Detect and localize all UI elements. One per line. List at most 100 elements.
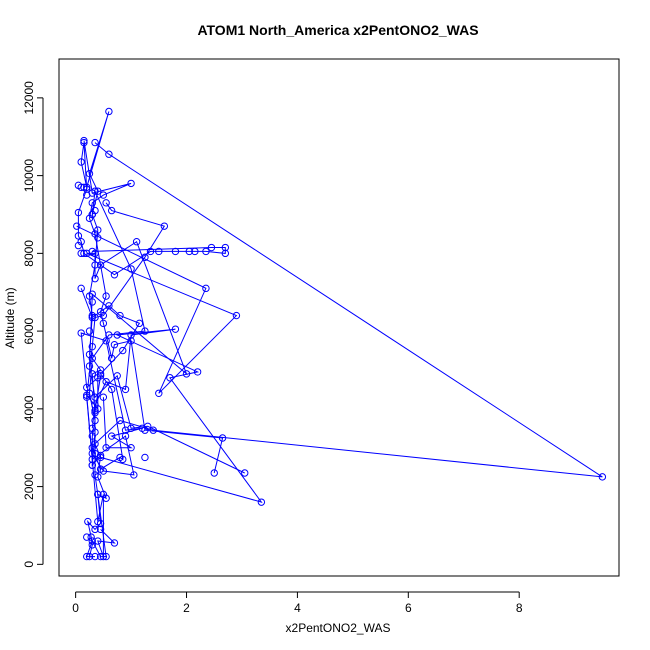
plot-area-frame xyxy=(58,58,620,577)
data-point xyxy=(127,337,135,345)
data-point xyxy=(80,138,88,147)
data-point xyxy=(83,183,91,191)
data-point xyxy=(130,471,138,479)
data-point xyxy=(85,169,94,178)
data-point xyxy=(91,416,99,425)
data-point xyxy=(77,249,85,258)
data-point xyxy=(127,179,135,188)
y-tick-label: 0 xyxy=(22,561,36,568)
data-point xyxy=(91,393,99,401)
data-point xyxy=(107,206,116,215)
data-point xyxy=(102,552,110,561)
data-point xyxy=(94,537,102,545)
data-point xyxy=(74,208,83,217)
data-point xyxy=(127,331,135,339)
series-lines xyxy=(76,111,603,558)
data-point xyxy=(85,552,94,561)
data-point xyxy=(598,473,607,481)
data-point xyxy=(91,249,99,258)
series-line xyxy=(91,142,603,503)
data-point xyxy=(83,249,91,258)
data-point xyxy=(102,337,110,345)
x-axis-label: x2PentONO2_WAS xyxy=(286,621,391,635)
data-point xyxy=(96,372,105,380)
data-point xyxy=(80,183,88,191)
y-tick-label: 4000 xyxy=(22,395,36,422)
data-point xyxy=(88,342,96,351)
data-point xyxy=(121,426,130,434)
data-point xyxy=(116,311,124,320)
data-point xyxy=(102,377,110,386)
data-point xyxy=(116,416,124,425)
data-point xyxy=(116,453,124,462)
data-point xyxy=(88,354,96,363)
data-point xyxy=(87,533,95,541)
x-tick-label: 6 xyxy=(405,601,412,615)
data-point xyxy=(88,449,96,458)
y-axis: 0 2000 4000 6000 8000 10000 12000 xyxy=(22,81,44,568)
data-point xyxy=(94,517,102,526)
data-point xyxy=(88,313,96,322)
data-point xyxy=(91,552,99,561)
y-tick-label: 12000 xyxy=(22,81,36,115)
data-point xyxy=(141,253,149,261)
x-tick-label: 4 xyxy=(294,601,301,615)
y-tick-label: 8000 xyxy=(22,240,36,267)
data-point xyxy=(221,243,230,252)
data-point xyxy=(171,325,180,333)
data-point xyxy=(193,368,202,376)
data-point xyxy=(96,552,105,561)
data-point xyxy=(88,432,96,440)
data-point xyxy=(149,426,157,434)
y-tick-label: 6000 xyxy=(22,317,36,344)
data-point xyxy=(241,469,249,477)
data-point xyxy=(99,393,108,401)
series-line xyxy=(83,140,224,474)
data-point xyxy=(74,241,83,250)
data-point xyxy=(171,247,180,256)
data-point xyxy=(102,199,110,207)
series-line xyxy=(88,189,146,466)
data-point xyxy=(84,517,92,526)
data-point xyxy=(99,311,108,320)
x-tick-label: 8 xyxy=(516,601,523,615)
data-point xyxy=(105,302,113,310)
data-point xyxy=(105,150,113,158)
data-point xyxy=(80,136,88,145)
series-line xyxy=(77,111,226,557)
data-point xyxy=(141,426,149,434)
data-point xyxy=(77,329,85,337)
y-tick-label: 2000 xyxy=(22,473,36,500)
data-point xyxy=(207,243,216,252)
data-point xyxy=(88,199,96,207)
data-point xyxy=(88,424,96,432)
data-point xyxy=(99,319,108,328)
data-point xyxy=(88,298,96,306)
data-point xyxy=(96,261,105,269)
data-point xyxy=(105,107,113,116)
data-point xyxy=(88,290,96,298)
data-point xyxy=(185,247,193,256)
data-point xyxy=(218,434,227,442)
data-point xyxy=(110,539,119,547)
data-point xyxy=(121,385,130,394)
data-point xyxy=(146,247,155,256)
data-point xyxy=(77,284,85,293)
data-point xyxy=(80,249,88,258)
y-tick-label: 10000 xyxy=(22,159,36,193)
data-point xyxy=(105,331,113,339)
data-point xyxy=(99,552,108,561)
data-point xyxy=(110,271,119,279)
data-point xyxy=(85,327,94,335)
data-point xyxy=(221,249,230,258)
data-point xyxy=(119,346,127,355)
data-point xyxy=(83,383,91,392)
data-point xyxy=(141,327,149,335)
data-point xyxy=(91,449,99,458)
data-point xyxy=(257,498,266,506)
data-point xyxy=(91,471,99,479)
data-point xyxy=(160,222,169,230)
data-point xyxy=(91,274,99,283)
x-tick-label: 2 xyxy=(183,601,190,615)
data-point xyxy=(107,385,116,394)
